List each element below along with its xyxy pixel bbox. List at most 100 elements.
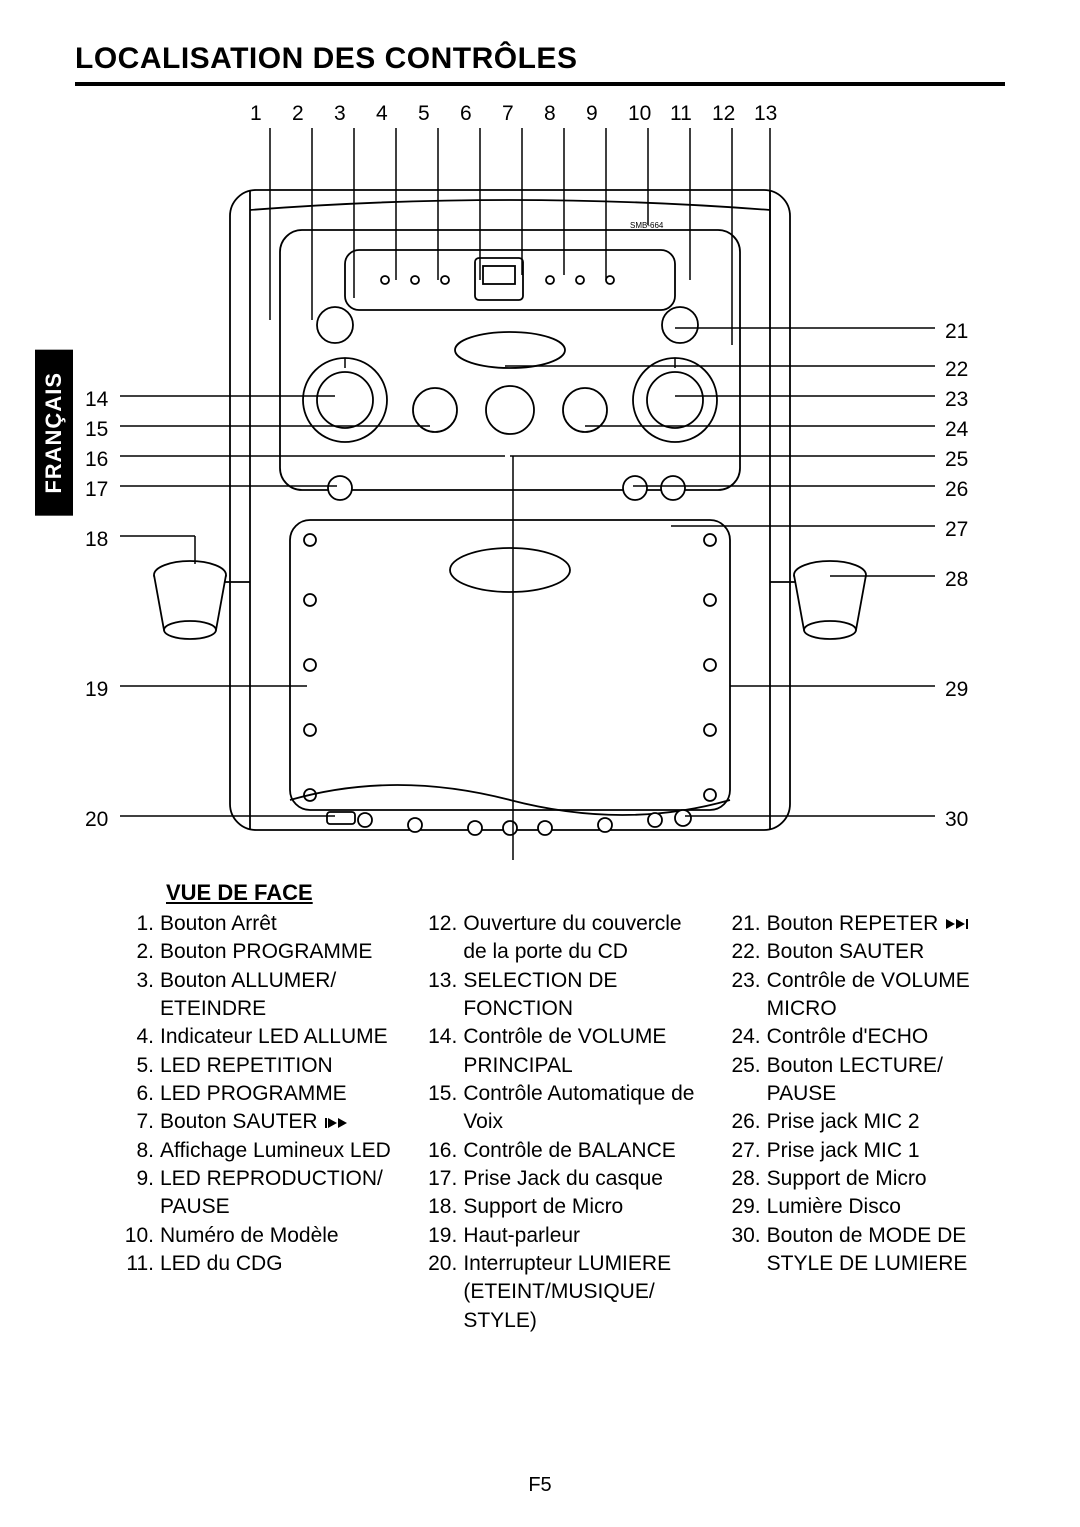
legend-text: Bouton SAUTER <box>160 1108 393 1136</box>
legend-item: 9.LED REPRODUCTION/ PAUSE <box>120 1165 393 1222</box>
callout-right-28: 28 <box>945 568 968 592</box>
legend-item: 10.Numéro de Modèle <box>120 1222 393 1250</box>
callout-top-9: 9 <box>586 102 598 126</box>
legend-num: 8. <box>120 1137 160 1165</box>
callout-left-18: 18 <box>85 528 108 552</box>
callout-top-3: 3 <box>334 102 346 126</box>
device-diagram: 12345678910111213 14151617181920 2122232… <box>75 100 1005 860</box>
callout-left-19: 19 <box>85 678 108 702</box>
legend-item: 1.Bouton Arrêt <box>120 910 393 938</box>
legend-text: Haut-parleur <box>463 1222 696 1250</box>
callout-right-24: 24 <box>945 418 968 442</box>
legend-text: Bouton PROGRAMME <box>160 938 393 966</box>
callout-right-23: 23 <box>945 388 968 412</box>
legend-item: 12.Ouverture du couvercle de la porte du… <box>423 910 696 967</box>
legend-text: Prise jack MIC 2 <box>767 1108 1000 1136</box>
legend-num: 13. <box>423 967 463 1024</box>
callout-top-7: 7 <box>502 102 514 126</box>
model-number-text: SMB-664 <box>630 221 664 230</box>
legend-item: 2.Bouton PROGRAMME <box>120 938 393 966</box>
legend-num: 22. <box>727 938 767 966</box>
callout-right-22: 22 <box>945 358 968 382</box>
legend-item: 16.Contrôle de BALANCE <box>423 1137 696 1165</box>
callout-left-15: 15 <box>85 418 108 442</box>
callout-left-16: 16 <box>85 448 108 472</box>
legend-num: 25. <box>727 1052 767 1109</box>
legend-num: 4. <box>120 1023 160 1051</box>
legend-item: 20.Interrupteur LUMIERE (ETEINT/MUSIQUE/… <box>423 1250 696 1335</box>
legend-text: LED du CDG <box>160 1250 393 1278</box>
legend-num: 24. <box>727 1023 767 1051</box>
legend-text: Interrupteur LUMIERE (ETEINT/MUSIQUE/ ST… <box>463 1250 696 1335</box>
callout-right-29: 29 <box>945 678 968 702</box>
callout-top-11: 11 <box>670 102 692 126</box>
subtitle: VUE DE FACE <box>166 880 313 906</box>
legend-col-2: 12.Ouverture du couvercle de la porte du… <box>423 910 696 1335</box>
legend-text: Bouton LECTURE/ PAUSE <box>767 1052 1000 1109</box>
callout-top-13: 13 <box>754 102 777 126</box>
legend-text: Contrôle de VOLUME MICRO <box>767 967 1000 1024</box>
language-tab: FRANÇAIS <box>35 350 73 516</box>
legend-num: 26. <box>727 1108 767 1136</box>
legend-text: LED REPRODUCTION/ PAUSE <box>160 1165 393 1222</box>
legend-num: 18. <box>423 1193 463 1221</box>
legend-text: Contrôle Automatique de Voix <box>463 1080 696 1137</box>
legend-text: Support de Micro <box>463 1193 696 1221</box>
legend-col-1: 1.Bouton Arrêt2.Bouton PROGRAMME3.Bouton… <box>120 910 393 1335</box>
legend-num: 21. <box>727 910 767 938</box>
legend-item: 5.LED REPETITION <box>120 1052 393 1080</box>
legend-item: 15.Contrôle Automatique de Voix <box>423 1080 696 1137</box>
callout-right-25: 25 <box>945 448 968 472</box>
callout-top-4: 4 <box>376 102 388 126</box>
legend-text: Bouton SAUTER <box>767 938 1000 966</box>
legend-item: 25.Bouton LECTURE/ PAUSE <box>727 1052 1000 1109</box>
page-number: F5 <box>0 1474 1080 1497</box>
legend-item: 18.Support de Micro <box>423 1193 696 1221</box>
callout-right-26: 26 <box>945 478 968 502</box>
legend-item: 11.LED du CDG <box>120 1250 393 1278</box>
legend-item: 29.Lumière Disco <box>727 1193 1000 1221</box>
legend-text: Lumière Disco <box>767 1193 1000 1221</box>
legend-num: 30. <box>727 1222 767 1279</box>
legend-item: 27.Prise jack MIC 1 <box>727 1137 1000 1165</box>
legend-text: Bouton REPETER <box>767 910 1000 938</box>
legend-item: 17.Prise Jack du casque <box>423 1165 696 1193</box>
legend-num: 5. <box>120 1052 160 1080</box>
legend-item: 28.Support de Micro <box>727 1165 1000 1193</box>
legend-num: 29. <box>727 1193 767 1221</box>
legend-text: Prise Jack du casque <box>463 1165 696 1193</box>
legend-text: SELECTION DE FONCTION <box>463 967 696 1024</box>
page-title: LOCALISATION DES CONTRÔLES <box>75 42 577 76</box>
legend-num: 19. <box>423 1222 463 1250</box>
diagram-svg: SMB-664 <box>75 100 1005 860</box>
legend-num: 27. <box>727 1137 767 1165</box>
callout-top-12: 12 <box>712 102 735 126</box>
legend-text: LED PROGRAMME <box>160 1080 393 1108</box>
legend-text: Support de Micro <box>767 1165 1000 1193</box>
legend-text: Numéro de Modèle <box>160 1222 393 1250</box>
legend-item: 13.SELECTION DE FONCTION <box>423 967 696 1024</box>
legend-num: 23. <box>727 967 767 1024</box>
legend-num: 6. <box>120 1080 160 1108</box>
legend-num: 14. <box>423 1023 463 1080</box>
legend-text: Contrôle d'ECHO <box>767 1023 1000 1051</box>
callout-left-20: 20 <box>85 808 108 832</box>
callout-right-21: 21 <box>945 320 968 344</box>
callout-top-6: 6 <box>460 102 472 126</box>
legend-num: 17. <box>423 1165 463 1193</box>
legend-num: 9. <box>120 1165 160 1222</box>
legend-item: 22.Bouton SAUTER <box>727 938 1000 966</box>
legend-text: Contrôle de VOLUME PRINCIPAL <box>463 1023 696 1080</box>
legend-item: 14.Contrôle de VOLUME PRINCIPAL <box>423 1023 696 1080</box>
legend-num: 28. <box>727 1165 767 1193</box>
legend-item: 8.Affichage Lumineux LED <box>120 1137 393 1165</box>
legend: 1.Bouton Arrêt2.Bouton PROGRAMME3.Bouton… <box>120 910 1000 1335</box>
legend-num: 3. <box>120 967 160 1024</box>
legend-text: Indicateur LED ALLUME <box>160 1023 393 1051</box>
legend-text: Contrôle de BALANCE <box>463 1137 696 1165</box>
legend-item: 4.Indicateur LED ALLUME <box>120 1023 393 1051</box>
legend-text: LED REPETITION <box>160 1052 393 1080</box>
legend-col-3: 21.Bouton REPETER 22.Bouton SAUTER23.Con… <box>727 910 1000 1335</box>
callout-left-14: 14 <box>85 388 108 412</box>
legend-text: Prise jack MIC 1 <box>767 1137 1000 1165</box>
